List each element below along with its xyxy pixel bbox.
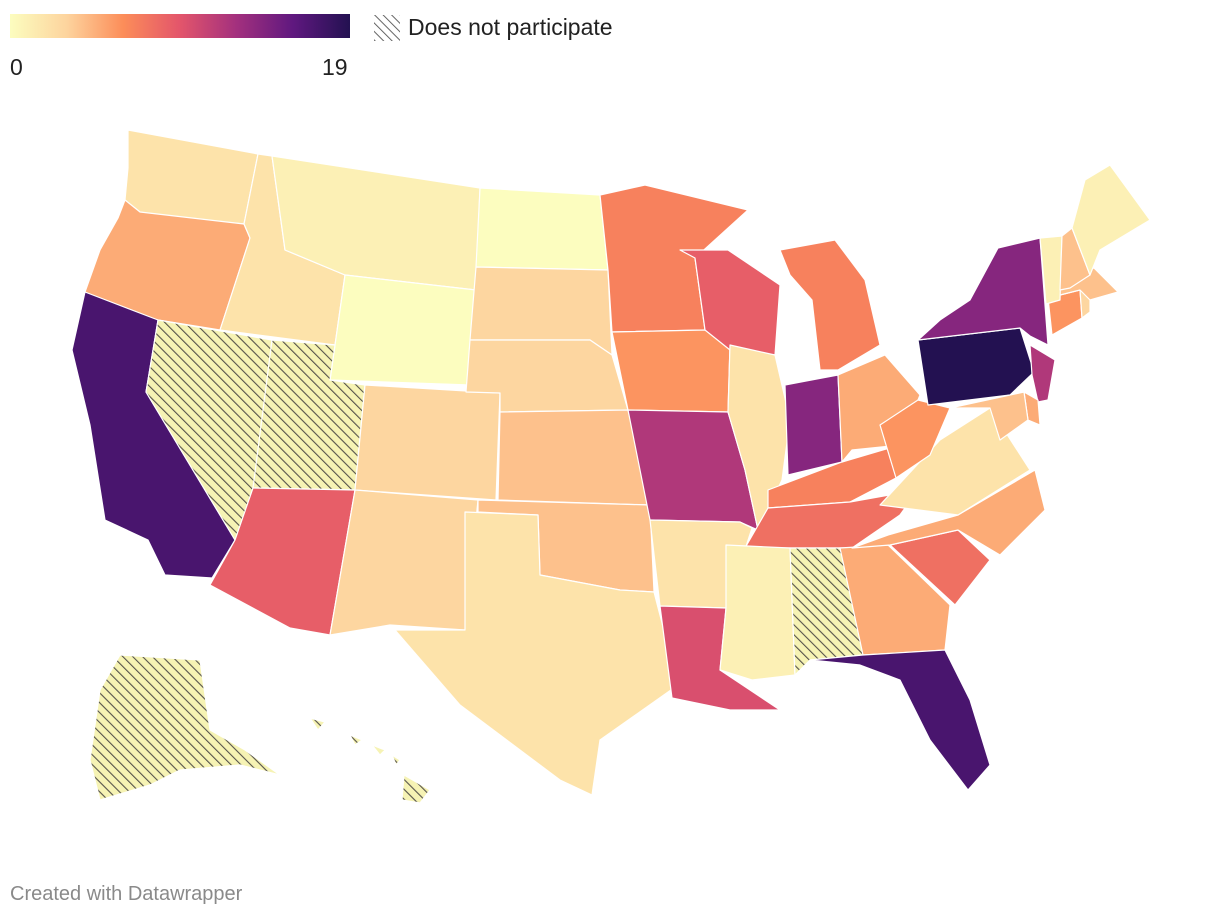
- state-nc[interactable]: [851, 469, 1046, 556]
- state-mi[interactable]: [779, 239, 881, 371]
- state-wy[interactable]: [329, 274, 477, 386]
- state-ms[interactable]: [719, 544, 796, 681]
- state-hi[interactable]: [309, 717, 431, 804]
- state-fl[interactable]: [809, 649, 991, 791]
- state-ia[interactable]: [611, 329, 731, 413]
- legend-max-label: 19: [322, 54, 348, 80]
- state-nd[interactable]: [475, 187, 609, 271]
- state-co[interactable]: [354, 384, 501, 501]
- state-nm[interactable]: [329, 489, 479, 636]
- legend: 0 19 Does not participate: [10, 12, 650, 80]
- state-wa[interactable]: [124, 129, 259, 225]
- state-in[interactable]: [784, 374, 843, 476]
- color-scale-bar: [10, 14, 350, 38]
- state-vt[interactable]: [1039, 235, 1063, 305]
- us-states-map: [71, 129, 1151, 804]
- state-md[interactable]: [949, 391, 1029, 441]
- state-ks[interactable]: [497, 409, 651, 506]
- state-ny[interactable]: [917, 237, 1049, 346]
- state-nj[interactable]: [1029, 344, 1056, 403]
- state-nh[interactable]: [1059, 227, 1091, 291]
- hatch-swatch-icon: [374, 15, 400, 41]
- hatch-legend-label: Does not participate: [408, 14, 613, 40]
- state-me[interactable]: [1071, 164, 1151, 276]
- legend-min-label: 0: [10, 54, 23, 80]
- state-wv[interactable]: [879, 399, 951, 479]
- state-ak[interactable]: [89, 654, 281, 801]
- credit-line: Created with Datawrapper: [10, 883, 243, 905]
- state-tx[interactable]: [394, 511, 679, 796]
